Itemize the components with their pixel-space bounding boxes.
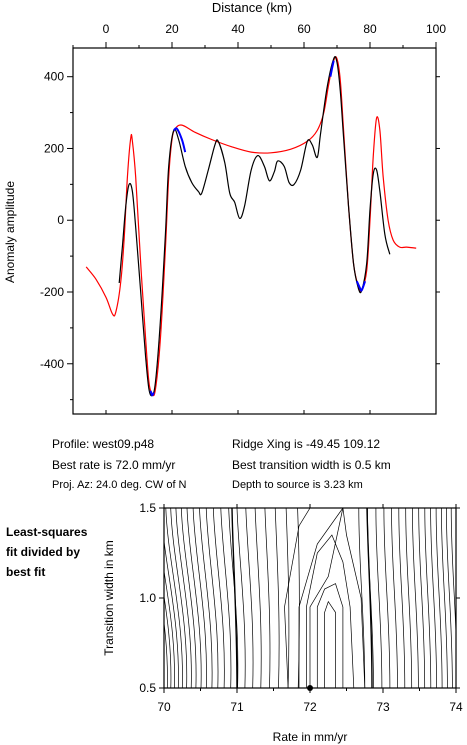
bottom-y-tick-label: 0.5 <box>139 681 156 695</box>
contour-legend-note: Least-squares fit divided by best fit <box>6 522 87 582</box>
bottom-x-tick-label: 74 <box>449 700 463 714</box>
bottom-y-tick-label: 1.0 <box>139 591 156 605</box>
contour-line <box>418 508 426 688</box>
contour-line <box>274 508 280 688</box>
top-y-tick-label: -200 <box>40 285 64 299</box>
contour-line <box>391 508 398 688</box>
transition-width-info: Best transition width is 0.5 km <box>232 458 391 472</box>
profile-info: Profile: west09.p48 <box>52 437 155 451</box>
legend-note-line: Least-squares <box>6 525 88 539</box>
contour-line <box>358 508 366 688</box>
contour-line <box>186 508 202 688</box>
bottom-y-axis-label: Transition width in km <box>102 540 116 656</box>
contour-line <box>245 508 254 688</box>
profile-series-line <box>355 280 367 292</box>
top-plot-frame <box>72 47 437 415</box>
contour-line <box>298 508 344 688</box>
contour-line <box>212 508 225 688</box>
contour-line <box>284 508 311 688</box>
top-x-tick-label: 0 <box>103 22 110 36</box>
contour-line <box>441 508 448 688</box>
contour-line <box>375 508 383 688</box>
contour-line <box>309 508 344 688</box>
top-x-axis-label: Distance (km) <box>212 0 292 15</box>
profile-series-line <box>149 390 155 397</box>
contour-line <box>342 508 366 688</box>
top-y-tick-label: 0 <box>57 213 64 227</box>
profile-series-line <box>329 60 335 77</box>
bottom-x-ticks: 70 71 72 73 74 <box>157 504 463 714</box>
contour-line <box>199 508 213 688</box>
contour-line <box>170 508 188 688</box>
contour-line <box>205 508 219 688</box>
profile-series-line <box>172 127 187 153</box>
contour-line <box>316 583 344 688</box>
contour-line-major <box>366 508 373 688</box>
contour-line-major <box>231 508 238 688</box>
contour-line <box>175 508 192 688</box>
top-y-tick-label: 200 <box>44 141 64 155</box>
top-x-tick-label: 60 <box>297 22 311 36</box>
ridge-crossing-info: Ridge Xing is -49.45 109.12 <box>232 437 381 451</box>
contour-line <box>236 508 246 688</box>
top-x-tick-label: 100 <box>426 22 446 36</box>
contour-line <box>435 508 443 688</box>
top-y-ticks: 400 200 0 -200 -400 <box>40 70 440 401</box>
contour-line <box>164 620 168 688</box>
top-y-axis-label: Anomaly amplitude <box>3 181 17 283</box>
contour-line <box>254 508 262 688</box>
contour-line <box>180 508 197 688</box>
profile-series <box>85 56 417 397</box>
bottom-x-tick-label: 71 <box>230 700 244 714</box>
bottom-x-tick-label: 73 <box>376 700 390 714</box>
contour-line <box>324 600 336 688</box>
top-x-ticks: 0 20 40 60 80 100 <box>72 22 446 414</box>
bottom-x-axis-label: Rate in mm/yr <box>273 730 348 744</box>
contour-line <box>398 508 406 688</box>
contour-line <box>285 508 290 688</box>
contour-line <box>424 508 432 688</box>
contour-line <box>220 508 232 688</box>
contour-line <box>164 537 179 688</box>
contour-line <box>306 534 355 688</box>
profile-chart: Distance (km) Anomaly amplitude 0 20 40 60 8… <box>3 0 446 415</box>
legend-note-line: fit divided by <box>6 545 81 559</box>
bottom-y-ticks: 1.5 1.0 0.5 <box>139 501 460 695</box>
contour-chart: 70 71 72 73 74 1.5 1.0 0.5 Rate in mm/yr Trans… <box>102 501 463 744</box>
source-depth-info: Depth to source is 3.23 km <box>232 479 363 491</box>
best-fit-point <box>307 685 313 691</box>
contour-line <box>383 508 391 688</box>
projection-azimuth-info: Proj. Az: 24.0 deg. CW of N <box>52 479 187 491</box>
contour-lines <box>164 508 456 688</box>
bottom-x-tick-label: 72 <box>303 700 317 714</box>
best-rate-info: Best rate is 72.0 mm/yr <box>52 458 176 472</box>
top-x-tick-label: 40 <box>231 22 245 36</box>
contour-line <box>446 508 453 688</box>
contour-line <box>412 508 419 688</box>
contour-line <box>164 568 175 688</box>
legend-note-line: best fit <box>6 565 46 579</box>
contour-line <box>430 508 437 688</box>
contour-line <box>192 508 207 688</box>
contour-line <box>405 508 413 688</box>
contour-line <box>450 508 456 642</box>
top-x-tick-label: 20 <box>165 22 179 36</box>
contour-line <box>264 508 271 688</box>
top-x-tick-label: 80 <box>363 22 377 36</box>
contour-line <box>165 508 183 688</box>
contour-line <box>164 593 172 688</box>
top-y-tick-label: 400 <box>44 70 64 84</box>
bottom-y-tick-label: 1.5 <box>139 501 156 515</box>
bottom-x-tick-label: 70 <box>157 700 171 714</box>
top-y-tick-label: -400 <box>40 357 64 371</box>
